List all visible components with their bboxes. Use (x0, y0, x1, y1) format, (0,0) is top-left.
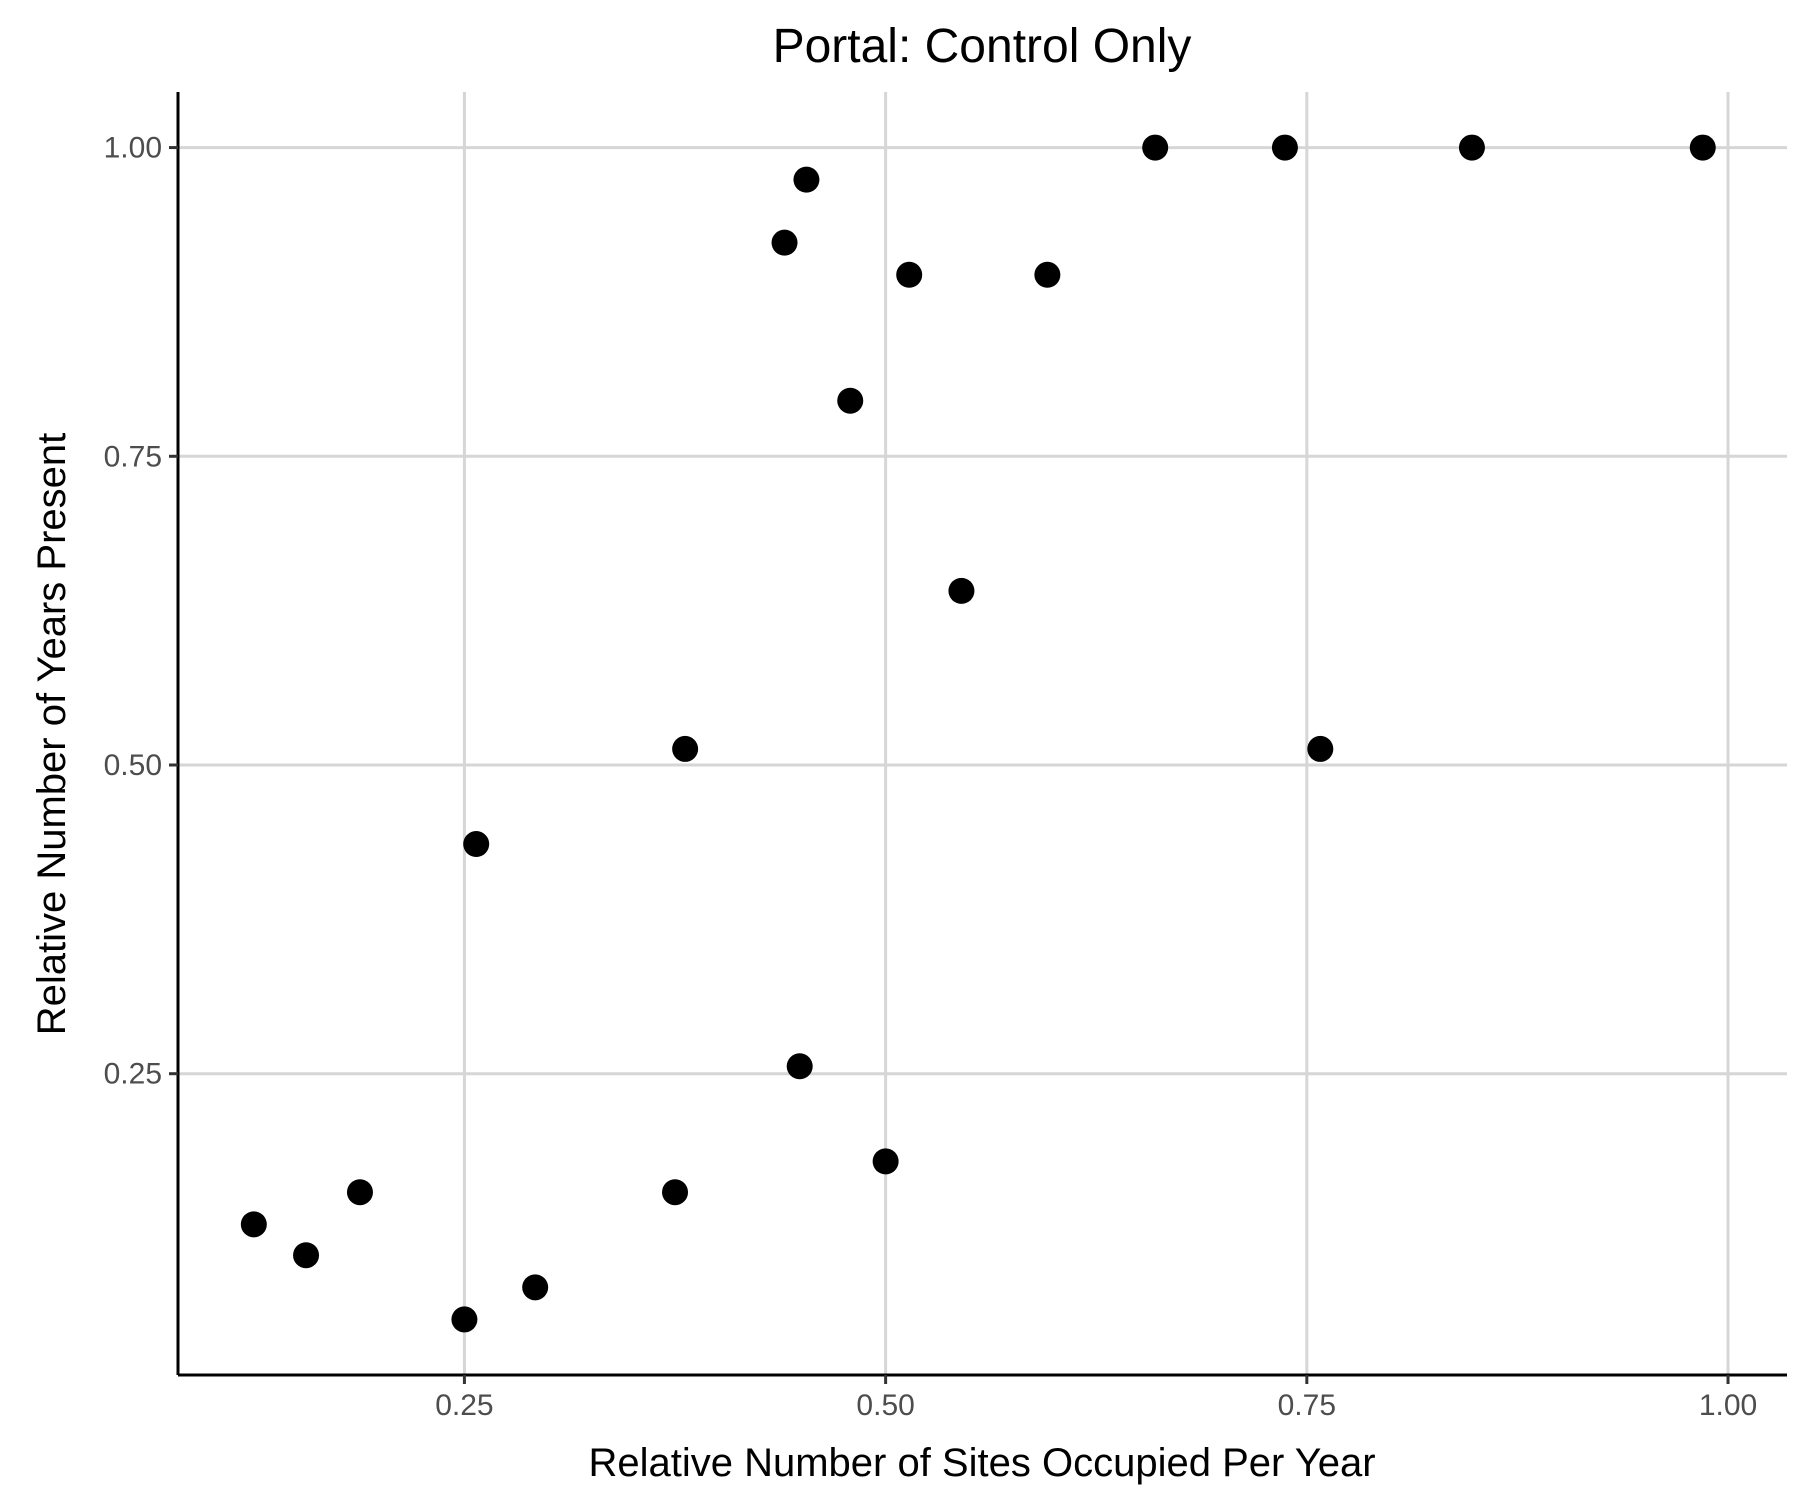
x-tick-label: 0.75 (1278, 1389, 1336, 1422)
x-tick-label: 1.00 (1699, 1389, 1757, 1422)
data-point (896, 261, 923, 288)
data-point (451, 1306, 478, 1333)
data-point (1034, 261, 1061, 288)
x-tick-label: 0.50 (856, 1389, 914, 1422)
data-point (1458, 134, 1485, 161)
y-axis-title: Relative Number of Years Present (30, 433, 74, 1036)
data-point (793, 166, 820, 193)
data-point (771, 229, 798, 256)
data-point (1142, 134, 1169, 161)
data-point (786, 1053, 813, 1080)
data-point (522, 1274, 549, 1301)
data-point (672, 735, 699, 762)
data-point (1307, 735, 1334, 762)
y-tick-label: 0.25 (104, 1058, 162, 1091)
data-point (463, 831, 490, 858)
data-point (240, 1211, 267, 1238)
data-point (948, 577, 975, 604)
data-point (837, 387, 864, 414)
y-tick-label: 0.50 (104, 749, 162, 782)
grid-layer (178, 92, 1787, 1375)
y-tick-label: 0.75 (104, 440, 162, 473)
x-axis-title: Relative Number of Sites Occupied Per Ye… (588, 1441, 1375, 1485)
data-point (1689, 134, 1716, 161)
x-tick-label: 0.25 (435, 1389, 493, 1422)
data-point (662, 1179, 689, 1206)
axis-layer (176, 92, 1787, 1377)
y-tick-label: 1.00 (104, 132, 162, 165)
tick-layer: 0.25 0.50 0.75 1.00 0.25 0.50 0.75 1.00 (104, 132, 1758, 1422)
chart-title: Portal: Control Only (773, 20, 1192, 73)
data-point (293, 1242, 320, 1269)
points-layer (240, 134, 1716, 1333)
data-point (1271, 134, 1298, 161)
data-point (346, 1179, 373, 1206)
data-point (872, 1148, 899, 1175)
